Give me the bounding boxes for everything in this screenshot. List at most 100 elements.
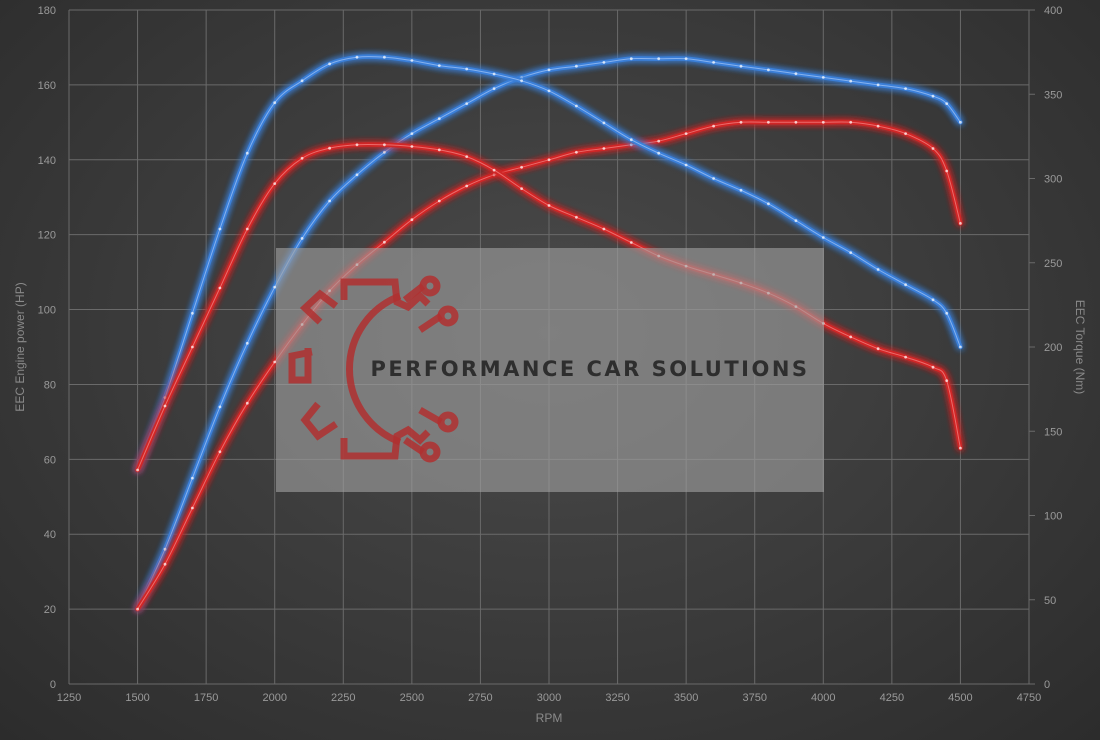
y-right-tick-label: 100 — [1044, 511, 1062, 523]
data-point — [520, 165, 523, 169]
data-point — [849, 251, 853, 255]
data-point — [383, 150, 386, 154]
data-point — [218, 227, 222, 231]
data-point — [163, 547, 167, 551]
data-point — [136, 468, 140, 472]
data-point — [904, 87, 907, 90]
data-point — [492, 168, 496, 172]
data-point — [492, 173, 496, 177]
data-point — [328, 146, 331, 150]
data-point — [437, 64, 441, 67]
data-point — [931, 365, 935, 369]
x-tick-label: 2750 — [468, 692, 492, 704]
data-point — [218, 286, 222, 290]
data-point — [684, 57, 688, 61]
y-left-tick-label: 160 — [38, 80, 56, 92]
data-point — [959, 120, 962, 124]
x-tick-label: 4500 — [948, 692, 972, 704]
data-point — [821, 76, 825, 79]
y-right-tick-label: 350 — [1044, 89, 1062, 101]
data-point — [849, 335, 853, 339]
data-point — [876, 83, 880, 87]
series-line-highlight — [137, 56, 961, 471]
data-point — [959, 345, 962, 349]
x-tick-label: 2000 — [262, 692, 286, 704]
data-point — [602, 147, 606, 150]
y-left-tick-label: 140 — [38, 155, 56, 167]
data-point — [547, 158, 551, 162]
data-point — [245, 341, 249, 345]
x-tick-label: 3750 — [742, 692, 766, 704]
data-point — [767, 202, 770, 206]
series-0 — [135, 56, 963, 612]
data-point — [849, 120, 853, 124]
data-point — [876, 124, 880, 128]
data-point — [465, 102, 469, 105]
data-point — [602, 227, 606, 231]
data-point — [300, 237, 304, 240]
data-point — [547, 204, 551, 207]
data-point — [657, 151, 661, 155]
data-point — [602, 121, 606, 125]
x-tick-label: 4250 — [880, 692, 904, 704]
data-point — [959, 222, 962, 225]
data-point — [657, 57, 661, 61]
data-point — [465, 155, 469, 159]
data-point — [904, 355, 907, 359]
data-point — [492, 87, 496, 90]
data-point — [273, 360, 277, 364]
data-point — [739, 120, 743, 124]
data-point — [465, 67, 469, 71]
y-right-tick-label: 400 — [1044, 5, 1062, 17]
data-point — [328, 199, 331, 203]
y-left-tick-label: 120 — [38, 230, 56, 242]
data-point — [163, 562, 167, 566]
data-point — [712, 61, 715, 64]
data-point — [794, 120, 798, 124]
data-point — [437, 148, 441, 152]
data-point — [191, 476, 194, 480]
y-right-axis-ticks: 0 50 100 150 200 250 300 350 400 — [1044, 5, 1062, 691]
data-point — [959, 446, 962, 450]
y-left-tick-label: 20 — [44, 604, 56, 616]
data-point — [191, 345, 194, 349]
x-tick-label: 3250 — [605, 692, 629, 704]
data-point — [739, 64, 743, 68]
data-point — [218, 450, 222, 454]
data-point — [945, 102, 949, 105]
data-point — [383, 143, 386, 147]
data-point — [684, 163, 688, 167]
data-point — [273, 285, 277, 289]
y-right-tick-label: 200 — [1044, 342, 1062, 354]
data-point — [191, 506, 194, 510]
data-point — [163, 404, 167, 408]
data-point — [904, 283, 907, 287]
y-left-tick-label: 80 — [44, 379, 56, 391]
data-point — [629, 57, 633, 61]
data-point — [712, 124, 715, 128]
data-point — [547, 68, 551, 72]
data-point — [629, 241, 633, 244]
data-point — [437, 199, 441, 203]
x-axis-title: RPM — [536, 711, 563, 725]
x-tick-label: 2500 — [400, 692, 424, 704]
data-point — [245, 227, 249, 231]
watermark-text: PERFORMANCE CAR SOLUTIONS — [370, 357, 809, 381]
data-point — [492, 72, 496, 76]
series-line-highlight — [137, 57, 961, 610]
data-point — [767, 68, 770, 72]
data-point — [657, 139, 661, 143]
data-point — [383, 240, 386, 244]
data-point — [465, 184, 469, 188]
data-point — [767, 120, 770, 124]
data-point — [931, 94, 935, 98]
data-point — [273, 101, 277, 105]
data-point — [945, 311, 949, 315]
watermark: PERFORMANCE CAR SOLUTIONS — [276, 248, 824, 492]
data-point — [383, 55, 386, 59]
y-right-axis-title: EEC Torque (Nm) — [1073, 300, 1087, 394]
y-left-tick-label: 100 — [38, 305, 56, 317]
data-point — [355, 173, 359, 177]
y-left-axis-ticks: 0 20 40 60 80 100 120 140 160 180 — [38, 5, 56, 691]
